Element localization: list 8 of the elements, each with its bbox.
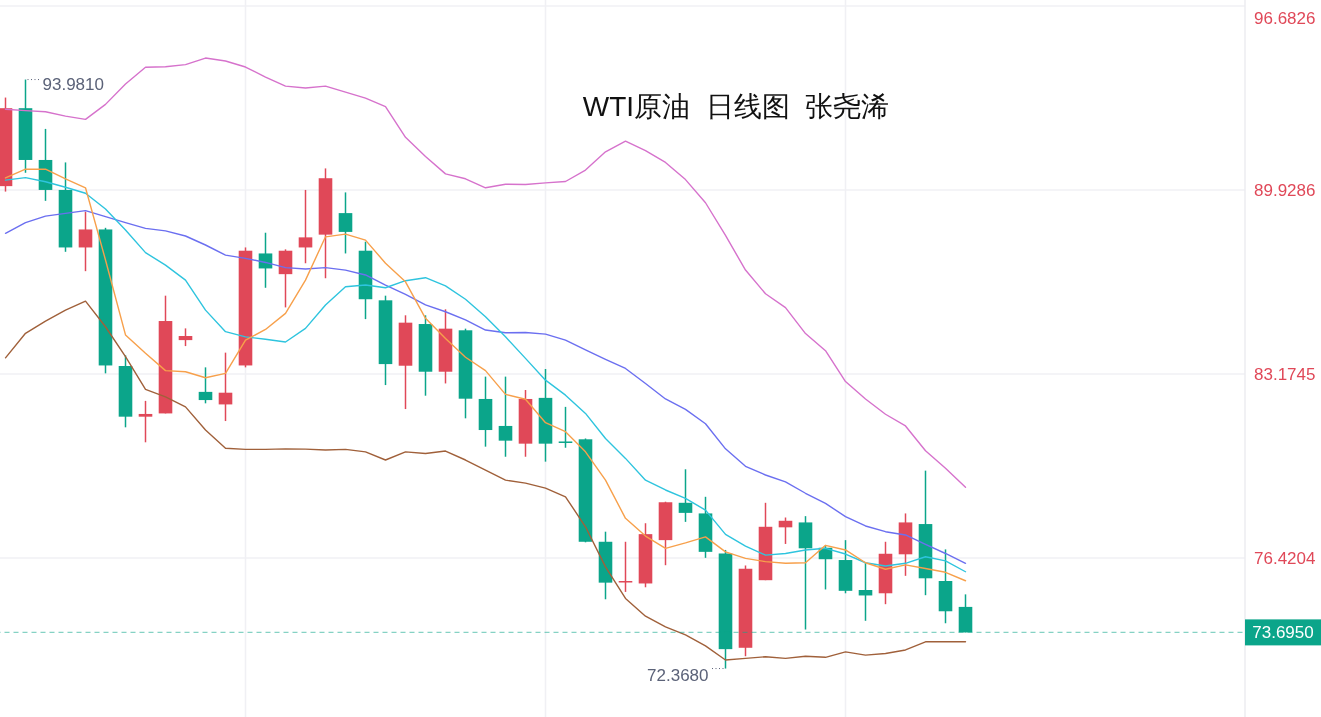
ytick: 89.9286 bbox=[1254, 181, 1316, 200]
annotation: 72.3680 bbox=[647, 665, 709, 685]
ytick: 83.1745 bbox=[1254, 365, 1316, 385]
ytick: 76.4204 bbox=[1254, 549, 1316, 569]
ref-label: 73.6950 bbox=[1252, 623, 1314, 643]
ytick: 96.6826 bbox=[1254, 9, 1316, 28]
title: WTI原油 日线图 张尧浠 bbox=[582, 91, 890, 122]
annotation: 93.9810 bbox=[42, 74, 104, 94]
